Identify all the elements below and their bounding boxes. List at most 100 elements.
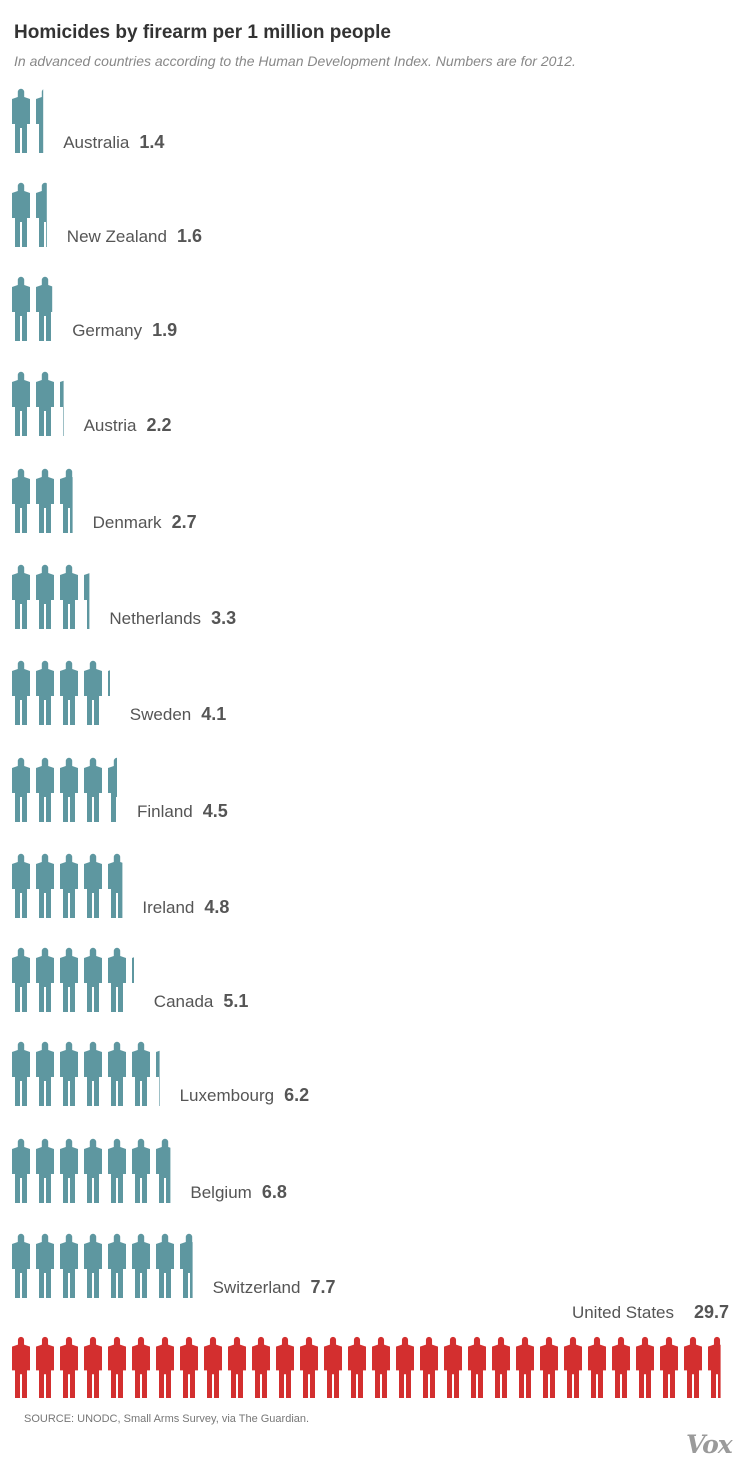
person-icon xyxy=(12,371,30,436)
person-icon xyxy=(228,1336,246,1398)
value-label: 2.2 xyxy=(147,415,172,435)
person-icon xyxy=(12,182,30,247)
person-icon xyxy=(660,1336,678,1398)
person-icon xyxy=(564,1336,582,1398)
person-icon xyxy=(132,1138,150,1203)
person-icon xyxy=(36,89,44,153)
category-label: Switzerland xyxy=(213,1278,301,1297)
person-icon xyxy=(540,1336,558,1398)
person-icon xyxy=(12,564,30,629)
person-icon xyxy=(468,1336,486,1398)
person-icon xyxy=(516,1336,534,1398)
person-icon xyxy=(156,1050,160,1106)
person-icon xyxy=(156,1233,174,1298)
person-icon xyxy=(156,1336,174,1398)
person-icon xyxy=(12,1233,30,1298)
person-icon xyxy=(60,468,73,533)
category-label: Luxembourg xyxy=(180,1086,275,1105)
value-label: 1.6 xyxy=(177,226,202,246)
person-icon xyxy=(396,1336,414,1398)
person-icon xyxy=(12,947,30,1012)
value-label: 3.3 xyxy=(211,608,236,628)
chart-subtitle: In advanced countries according to the H… xyxy=(14,53,576,69)
person-icon xyxy=(36,853,54,918)
person-icon xyxy=(84,573,90,629)
category-label: Belgium xyxy=(190,1183,251,1202)
category-label: Sweden xyxy=(130,705,191,724)
person-icon xyxy=(108,670,110,696)
person-icon xyxy=(84,660,102,725)
value-label: 1.4 xyxy=(139,132,164,152)
person-icon xyxy=(180,1336,198,1398)
person-icon xyxy=(84,757,102,822)
person-icon xyxy=(36,182,47,247)
category-label: United States xyxy=(572,1303,674,1322)
person-icon xyxy=(60,660,78,725)
person-icon xyxy=(36,757,54,822)
person-icon xyxy=(36,660,54,725)
category-label: Austria xyxy=(84,416,137,435)
person-icon xyxy=(84,1233,102,1298)
person-icon xyxy=(444,1336,462,1398)
person-icon xyxy=(12,276,30,341)
value-label: 1.9 xyxy=(152,320,177,340)
person-icon xyxy=(36,1138,54,1203)
person-icon xyxy=(108,1336,126,1398)
category-label: Denmark xyxy=(93,513,162,532)
person-icon xyxy=(60,757,78,822)
person-icon xyxy=(372,1336,390,1398)
vox-logo: Vox xyxy=(686,1430,733,1459)
person-icon xyxy=(12,468,30,533)
value-label: 7.7 xyxy=(310,1277,335,1297)
person-icon xyxy=(588,1336,606,1398)
person-icon xyxy=(636,1336,654,1398)
category-label: Netherlands xyxy=(109,609,201,628)
person-icon xyxy=(108,853,123,918)
person-icon xyxy=(12,1336,30,1398)
category-label: Canada xyxy=(154,992,214,1011)
person-icon xyxy=(84,1336,102,1398)
person-icon xyxy=(324,1336,342,1398)
person-icon xyxy=(60,1336,78,1398)
person-icon xyxy=(60,1233,78,1298)
category-label: Ireland xyxy=(142,898,194,917)
person-icon xyxy=(36,1336,54,1398)
person-icon xyxy=(60,853,78,918)
person-icon xyxy=(180,1233,193,1298)
person-icon xyxy=(60,1138,78,1203)
category-label: New Zealand xyxy=(67,227,167,246)
person-icon xyxy=(300,1336,318,1398)
person-icon xyxy=(108,1041,126,1106)
person-icon xyxy=(108,1233,126,1298)
person-icon xyxy=(36,276,53,341)
person-icon xyxy=(132,957,134,983)
value-label: 6.2 xyxy=(284,1085,309,1105)
person-icon xyxy=(36,371,54,436)
person-icon xyxy=(36,947,54,1012)
person-icon xyxy=(84,947,102,1012)
person-icon xyxy=(12,853,30,918)
person-icon xyxy=(108,1138,126,1203)
person-icon xyxy=(84,853,102,918)
category-label: Finland xyxy=(137,802,193,821)
value-label: 4.1 xyxy=(201,704,226,724)
person-icon xyxy=(132,1233,150,1298)
person-icon xyxy=(12,1041,30,1106)
chart-title: Homicides by firearm per 1 million peopl… xyxy=(14,22,391,43)
person-icon xyxy=(420,1336,438,1398)
person-icon xyxy=(36,1041,54,1106)
value-label: 29.7 xyxy=(694,1302,729,1322)
person-icon xyxy=(36,1233,54,1298)
person-icon xyxy=(252,1336,270,1398)
value-label: 4.5 xyxy=(203,801,228,821)
person-icon xyxy=(276,1336,294,1398)
value-label: 6.8 xyxy=(262,1182,287,1202)
person-icon xyxy=(84,1041,102,1106)
person-icon xyxy=(12,757,30,822)
person-icon xyxy=(612,1336,630,1398)
value-label: 2.7 xyxy=(172,512,197,532)
person-icon xyxy=(12,88,30,153)
person-icon xyxy=(60,564,78,629)
person-icon xyxy=(60,1041,78,1106)
